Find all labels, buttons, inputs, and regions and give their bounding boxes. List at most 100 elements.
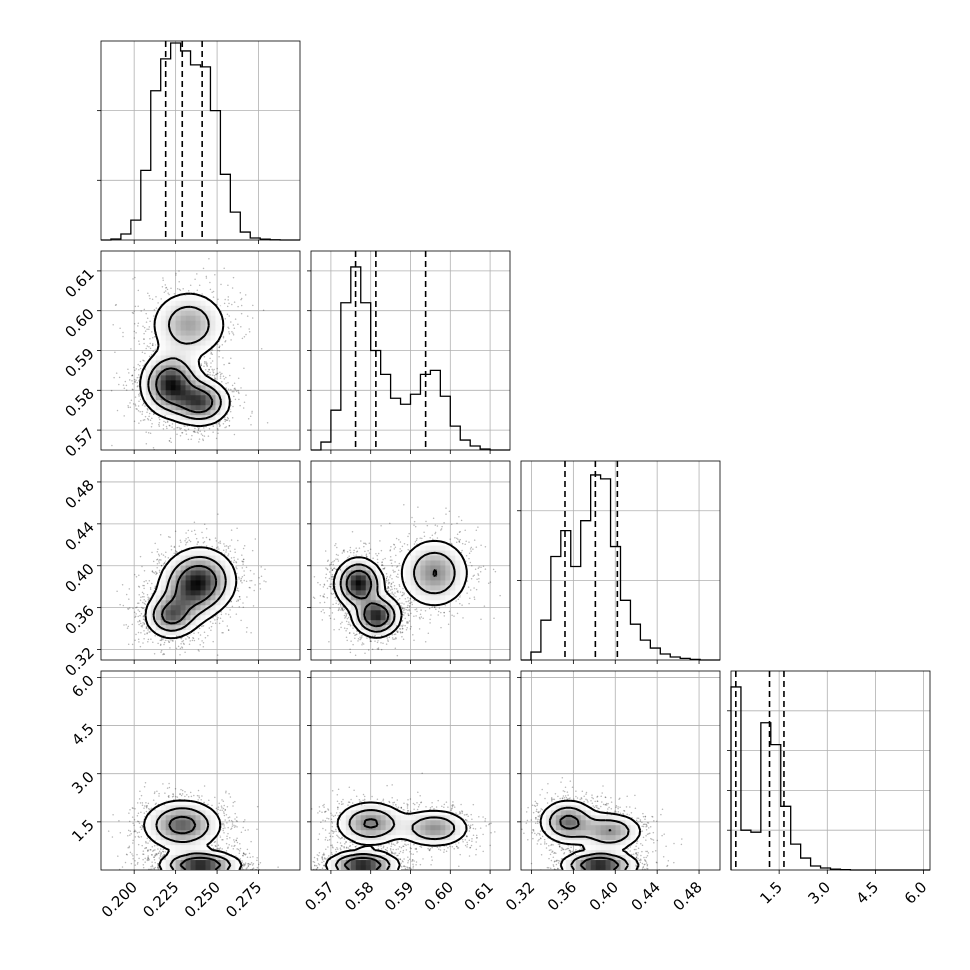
density-cell: [195, 325, 201, 331]
scatter-point: [185, 538, 187, 540]
density-cell: [220, 400, 226, 406]
scatter-point: [208, 538, 211, 541]
scatter-point: [217, 429, 219, 431]
scatter-point: [225, 376, 227, 379]
scatter-point: [142, 607, 145, 609]
scatter-point: [210, 362, 212, 364]
density-cell: [170, 330, 176, 336]
scatter-point: [203, 360, 206, 363]
scatter-point: [131, 380, 133, 382]
scatter-point: [158, 423, 160, 426]
scatter-point: [158, 560, 160, 562]
density-cell: [140, 375, 147, 381]
scatter-point: [122, 331, 124, 334]
density-cell: [200, 315, 206, 321]
density-cell: [200, 390, 206, 396]
scatter-point: [170, 287, 172, 290]
scatter-point: [239, 404, 241, 407]
scatter-point: [158, 562, 160, 564]
density-cell: [190, 330, 196, 336]
scatter-point: [127, 607, 129, 610]
scatter-point: [260, 575, 263, 578]
density-cell: [190, 315, 196, 321]
histogram-bar: [210, 111, 220, 240]
density-cell: [175, 325, 181, 331]
scatter-point: [206, 365, 208, 368]
scatter-point: [123, 387, 126, 389]
scatter-point: [178, 427, 181, 429]
scatter-point: [138, 368, 140, 371]
scatter-point: [228, 362, 231, 365]
histogram-bar: [650, 648, 660, 660]
scatter-point: [226, 305, 229, 308]
density-cell: [190, 345, 196, 351]
histogram-bar: [401, 404, 411, 450]
scatter-point: [172, 640, 174, 642]
scatter-point: [229, 609, 231, 611]
scatter-point: [249, 415, 252, 417]
scatter-point: [156, 566, 158, 569]
scatter-point: [224, 298, 226, 301]
scatter-point: [228, 362, 230, 365]
panel-frame: [100, 460, 301, 661]
scatter-point: [234, 551, 236, 553]
scatter-point: [178, 270, 180, 272]
density-cell: [160, 380, 166, 386]
scatter-point: [220, 613, 223, 616]
scatter-point: [161, 286, 164, 288]
density-cell: [155, 335, 161, 341]
density-cell: [170, 395, 176, 401]
scatter-point: [162, 279, 164, 281]
density-cell: [190, 325, 196, 331]
scatter-point: [217, 546, 219, 548]
scatter-point: [242, 602, 244, 604]
scatter-point: [193, 431, 195, 433]
scatter-point: [162, 554, 165, 556]
density-cell: [180, 410, 186, 416]
scatter-point: [143, 596, 145, 598]
scatter-point: [218, 425, 221, 428]
scatter-point: [152, 337, 154, 339]
scatter-point: [140, 622, 142, 625]
scatter-point: [189, 540, 192, 543]
scatter-point: [160, 298, 162, 300]
density-cell: [175, 300, 181, 307]
density-cell: [150, 390, 157, 396]
scatter-point: [171, 423, 174, 425]
scatter-point: [209, 371, 211, 374]
histogram-bar: [361, 303, 371, 450]
density-cell: [200, 350, 206, 356]
density-cell: [185, 420, 191, 426]
density-cell: [180, 375, 186, 381]
scatter-point: [216, 373, 219, 375]
density-cell: [210, 310, 216, 316]
scatter-point: [137, 405, 140, 407]
density-cell: [175, 350, 181, 356]
scatter-point: [222, 620, 224, 622]
scatter-point: [215, 373, 218, 376]
scatter-point: [142, 601, 144, 604]
scatter-point: [227, 388, 230, 390]
scatter-point: [123, 624, 125, 626]
scatter-point: [139, 367, 142, 370]
scatter-point: [164, 562, 166, 564]
density-cell: [195, 335, 201, 341]
density-cell: [175, 410, 181, 416]
scatter-point: [142, 359, 144, 361]
scatter-point: [264, 568, 266, 570]
scatter-point: [227, 417, 230, 420]
scatter-point: [249, 579, 251, 582]
scatter-point: [232, 405, 234, 408]
density-cell: [190, 305, 196, 311]
scatter-point: [145, 321, 148, 323]
scatter-point: [212, 431, 214, 433]
scatter-point: [148, 415, 150, 418]
scatter-point: [185, 433, 188, 435]
scatter-point: [144, 330, 147, 332]
scatter-point: [189, 284, 192, 286]
scatter-point: [218, 548, 220, 550]
density-cell: [225, 400, 231, 406]
scatter-point: [227, 296, 230, 298]
scatter-point: [142, 584, 144, 587]
scatter-point: [134, 276, 136, 279]
